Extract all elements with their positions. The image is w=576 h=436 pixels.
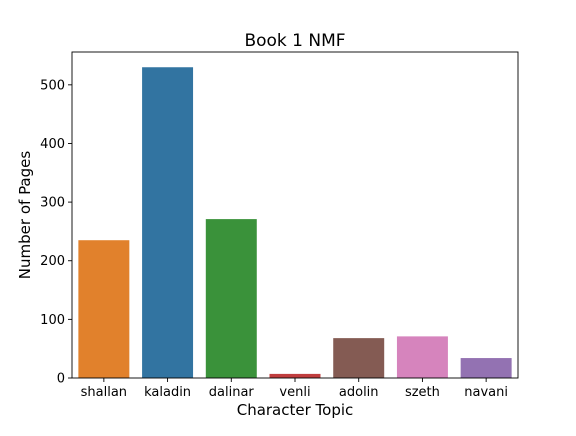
x-tick-label: adolin: [339, 385, 379, 400]
bar-shallan: [78, 240, 130, 378]
x-axis-label: Character Topic: [237, 401, 354, 419]
bar-venli: [269, 373, 321, 378]
x-tick-label: dalinar: [209, 385, 255, 400]
bar-kaladin: [142, 67, 194, 379]
y-tick-label: 0: [57, 372, 65, 387]
x-tick-label: navani: [464, 385, 508, 400]
x-tick-label: szeth: [405, 385, 440, 400]
y-tick-label: 200: [40, 254, 65, 269]
plot-frame: [71, 51, 519, 379]
bars-group: [78, 67, 512, 379]
x-tick-label: venli: [279, 385, 310, 400]
bar-dalinar: [205, 219, 257, 378]
bar-adolin: [333, 338, 385, 378]
y-tick-label: 100: [40, 313, 65, 328]
x-tick-label: kaladin: [144, 385, 191, 400]
y-tick-label: 400: [40, 137, 65, 152]
bar-navani: [460, 358, 512, 378]
chart-title: Book 1 NMF: [244, 31, 345, 51]
x-tick-label: shallan: [81, 385, 127, 400]
y-tick-label: 300: [40, 196, 65, 211]
y-axis: 0 100 200 300 400 500: [40, 78, 72, 387]
x-axis: shallan kaladin dalinar venli adolin szeth nav…: [81, 378, 508, 400]
y-tick-label: 500: [40, 78, 65, 93]
y-axis-label: Number of Pages: [16, 151, 34, 280]
bar-szeth: [396, 336, 448, 378]
